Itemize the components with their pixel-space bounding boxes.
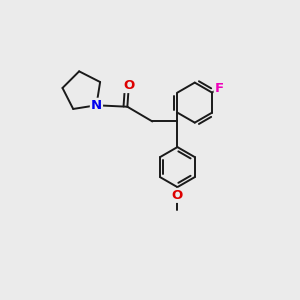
Text: N: N: [91, 99, 102, 112]
Text: O: O: [172, 189, 183, 202]
Text: O: O: [123, 79, 134, 92]
Text: F: F: [215, 82, 224, 95]
